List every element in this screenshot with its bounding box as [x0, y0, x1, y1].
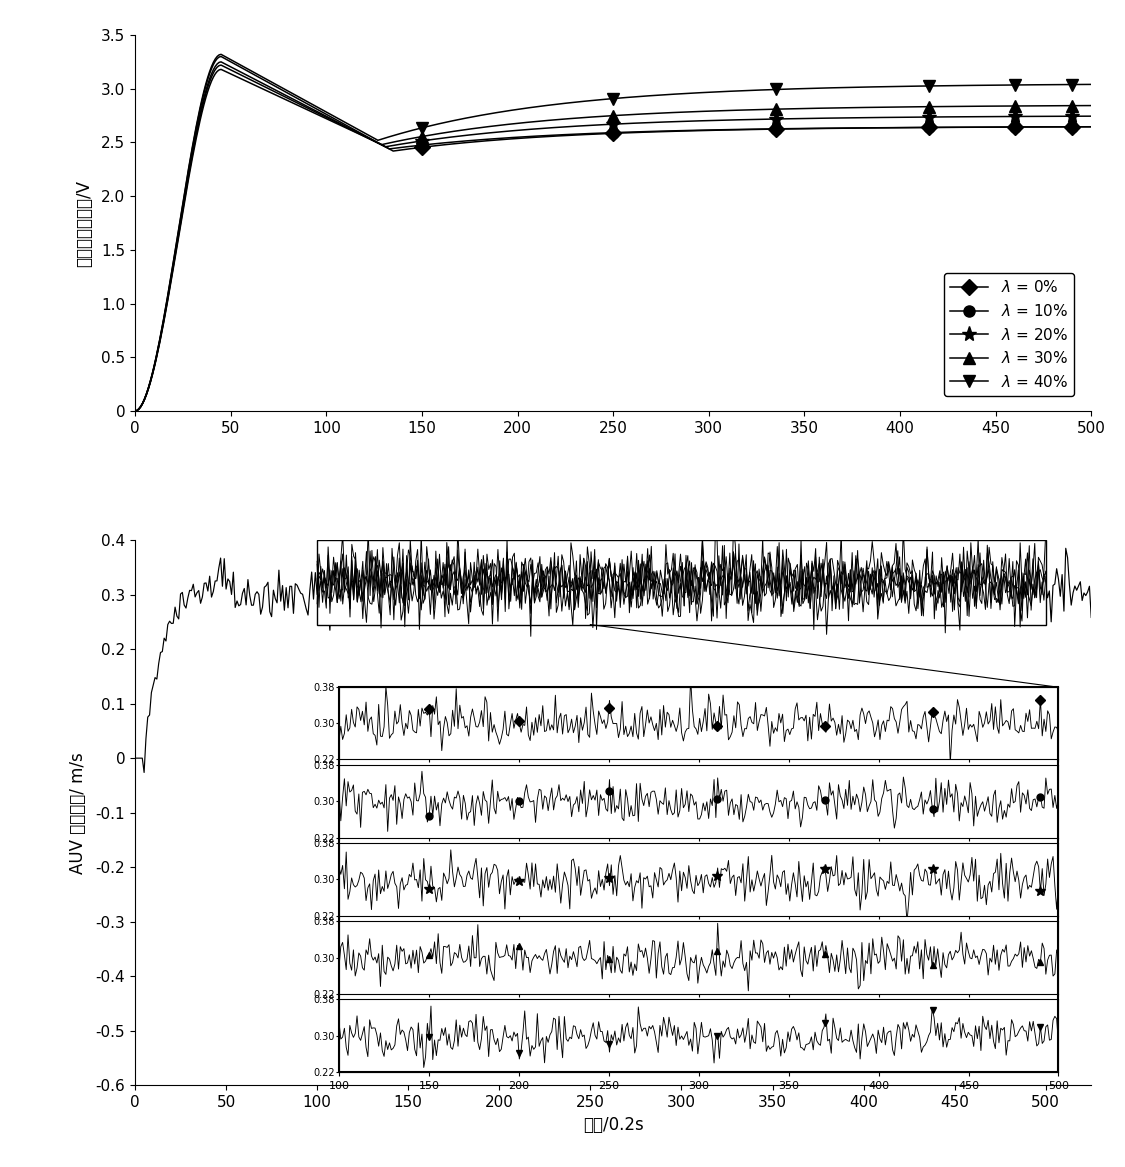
Y-axis label: AUV 纵向速度/ m/s: AUV 纵向速度/ m/s — [70, 752, 88, 874]
Bar — [317, 540, 1046, 624]
X-axis label: 节拍/0.2s: 节拍/0.2s — [583, 1116, 643, 1133]
Legend: $\lambda$ = 0%, $\lambda$ = 10%, $\lambda$ = 20%, $\lambda$ = 30%, $\lambda$ = 4: $\lambda$ = 0%, $\lambda$ = 10%, $\lambd… — [944, 273, 1074, 396]
Y-axis label: 左右主推控制量/V: 左右主推控制量/V — [74, 180, 92, 266]
